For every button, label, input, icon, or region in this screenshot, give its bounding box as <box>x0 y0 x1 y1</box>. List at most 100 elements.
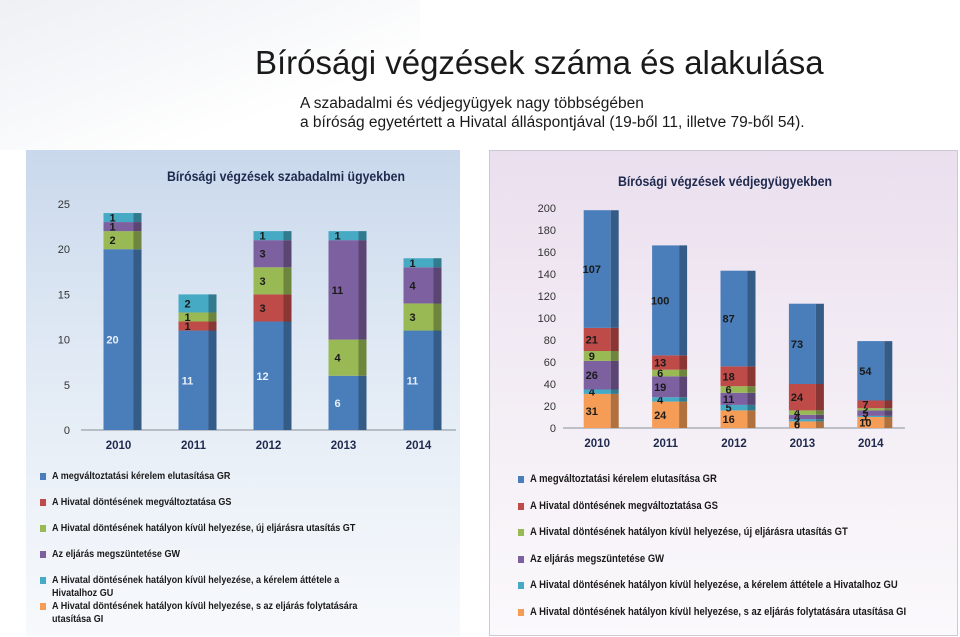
legend-item: A Hivatal döntésének hatályon kívül hely… <box>40 522 384 548</box>
bar-segment <box>253 321 284 430</box>
data-label: 6 <box>657 368 663 380</box>
legend-item: Az eljárás megszüntetése GW <box>40 548 384 574</box>
legend-label: A Hivatal döntésének megváltoztatása GS <box>52 496 232 508</box>
bar-segment <box>652 376 680 398</box>
legend-swatch <box>518 555 525 563</box>
bar-segment-side <box>884 417 893 428</box>
bar-segment <box>857 410 885 416</box>
bar-segment-side <box>283 294 292 322</box>
bar-segment <box>403 267 434 304</box>
data-label: 2 <box>794 415 800 427</box>
bar-segment <box>652 397 680 402</box>
y-tick-label: 20 <box>544 401 556 413</box>
data-label: 4 <box>334 353 341 365</box>
bar-segment <box>253 267 284 295</box>
bar-segment <box>403 258 434 268</box>
bar-segment-side <box>815 421 824 428</box>
legend-item: A Hivatal döntésének hatályon kívül hely… <box>518 526 896 553</box>
y-tick-label: 20 <box>58 244 70 256</box>
bar-segment <box>652 245 680 356</box>
bar-segment <box>403 330 434 430</box>
data-label: 6 <box>726 385 732 397</box>
bar-segment-side <box>747 410 756 428</box>
bar-segment <box>178 312 209 322</box>
bar-segment-side <box>815 410 824 415</box>
chart-title: Bírósági végzések védjegyügyekben <box>618 173 832 189</box>
data-label: 11 <box>332 285 344 297</box>
bar-segment-side <box>747 270 756 367</box>
y-tick-label: 200 <box>538 203 556 215</box>
data-label: 73 <box>791 339 803 351</box>
bar-segment-side <box>610 210 619 328</box>
bar-segment-side <box>884 410 893 416</box>
bar-segment <box>328 339 359 376</box>
legend-swatch <box>518 476 525 483</box>
data-label: 6 <box>794 420 800 432</box>
y-tick-label: 80 <box>544 335 556 347</box>
bar-segment <box>720 386 748 393</box>
data-label: 1 <box>109 213 115 225</box>
x-tick-label: 2014 <box>406 440 432 452</box>
data-label: 24 <box>654 410 667 422</box>
bar-segment-side <box>283 267 292 295</box>
bar-segment <box>103 231 134 250</box>
x-tick-label: 2011 <box>181 440 207 452</box>
data-label: 2 <box>109 235 115 247</box>
data-label: 100 <box>651 295 669 307</box>
y-tick-label: 5 <box>64 380 70 392</box>
bar-segment <box>583 327 611 351</box>
legend-label: A megváltoztatási kérelem elutasítása GR <box>530 473 717 485</box>
bar-segment-side <box>815 419 824 422</box>
bar-segment <box>857 400 885 409</box>
legend-swatch <box>518 529 525 536</box>
data-label: 26 <box>586 370 598 382</box>
bar-segment <box>720 270 748 367</box>
legend-item: A megváltoztatási kérelem elutasítása GR <box>518 473 896 500</box>
bar-segment-side <box>358 240 367 340</box>
data-label: 31 <box>586 406 598 418</box>
legend-label: A Hivatal döntésének hatályon kívül hely… <box>530 579 898 591</box>
bar-segment-side <box>208 312 217 322</box>
bar-segment <box>652 401 680 428</box>
data-label: 1 <box>109 222 115 234</box>
legend-swatch <box>518 502 525 510</box>
data-label: 1 <box>184 321 190 333</box>
x-tick-label: 2014 <box>858 438 884 450</box>
data-label: 2 <box>184 298 190 310</box>
bar-segment <box>857 417 885 428</box>
bar-segment <box>178 294 209 313</box>
data-label: 7 <box>862 399 868 411</box>
data-label: 1 <box>184 312 190 324</box>
x-tick-label: 2010 <box>106 440 132 452</box>
data-label: 6 <box>334 398 340 410</box>
bar-segment <box>583 389 611 394</box>
bar-segment-side <box>208 294 217 313</box>
bar-segment-side <box>679 397 688 402</box>
trademark-chart-legend: A megváltoztatási kérelem elutasítása GR… <box>518 473 958 632</box>
y-tick-label: 40 <box>544 379 556 391</box>
bar-segment-side <box>283 321 292 430</box>
data-label: 4 <box>589 387 596 399</box>
data-label: 1 <box>862 411 868 423</box>
bar-segment-side <box>283 231 292 241</box>
legend-item: A Hivatal döntésének hatályon kívül hely… <box>518 579 898 606</box>
subtitle-line-2: a bíróság egyetértett a Hivatal álláspon… <box>300 114 805 131</box>
bar-segment <box>103 213 134 223</box>
bar-segment <box>583 351 611 361</box>
bar-segment <box>652 355 680 370</box>
bar-segment-side <box>433 330 442 430</box>
data-label: 13 <box>654 358 666 370</box>
bar-segment-side <box>679 376 688 398</box>
y-tick-label: 180 <box>538 225 556 237</box>
data-label: 4 <box>409 280 416 292</box>
page-subtitle: A szabadalmi és védjegyügyek nagy többsé… <box>300 94 805 132</box>
data-label: 4 <box>794 412 801 424</box>
data-label: 107 <box>583 264 601 276</box>
x-tick-label: 2011 <box>653 438 679 450</box>
legend-label: A Hivatal döntésének hatályon kívül hely… <box>530 526 848 538</box>
y-tick-label: 160 <box>538 247 556 259</box>
data-label: 4 <box>794 408 801 420</box>
bar-segment-side <box>610 393 619 428</box>
x-tick-label: 2013 <box>331 440 357 452</box>
subtitle-line-1: A szabadalmi és védjegyügyek nagy többsé… <box>300 95 644 112</box>
